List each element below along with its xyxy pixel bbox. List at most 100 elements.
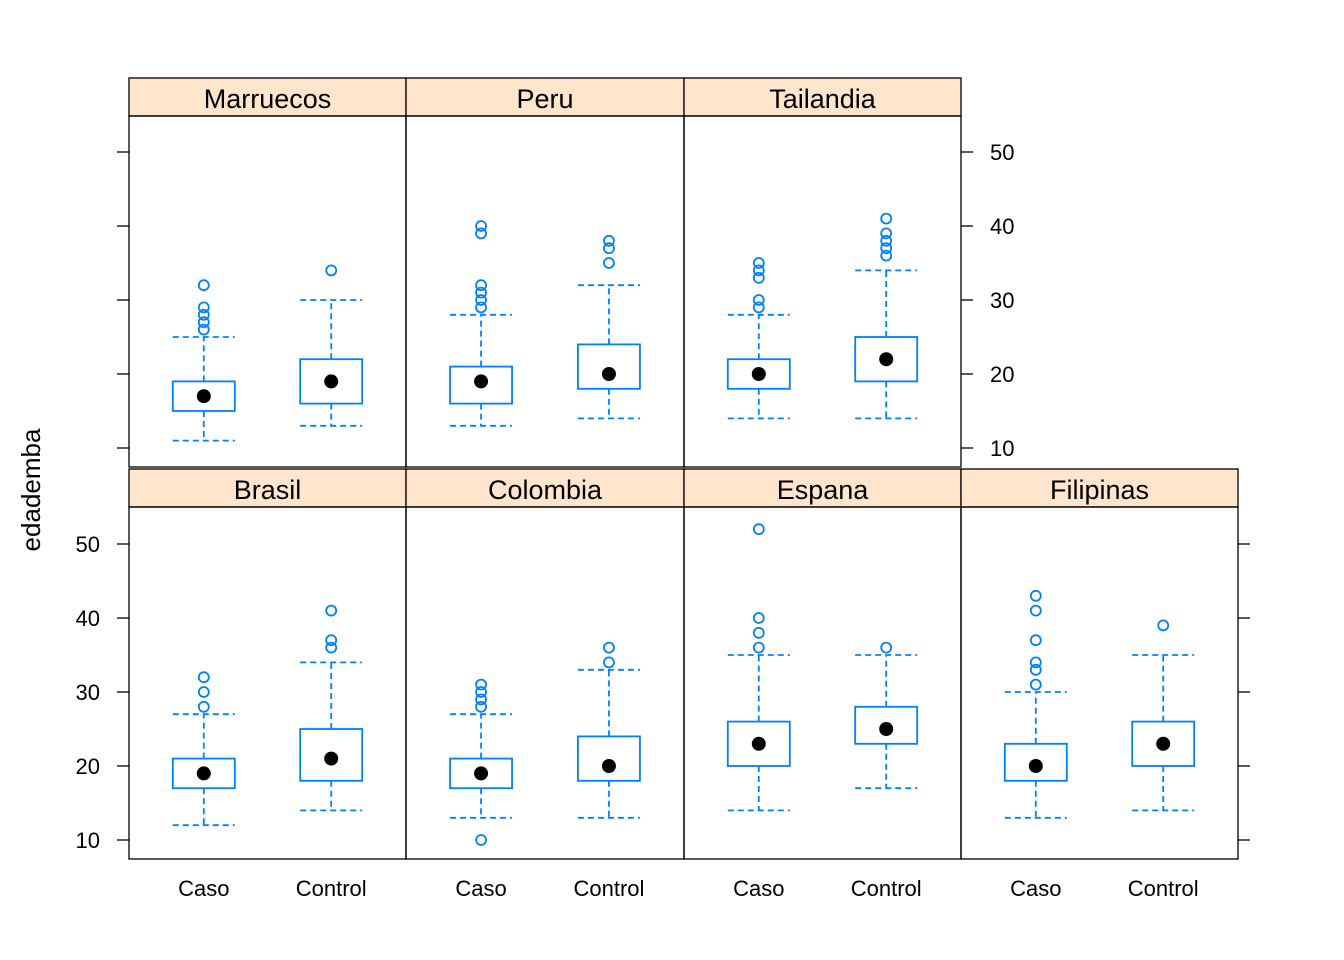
box-iqr <box>299 358 364 405</box>
outlier-point <box>197 700 210 713</box>
median-dot <box>1028 759 1043 773</box>
outlier-point <box>325 634 338 647</box>
panel-strip-label: Colombia <box>488 475 603 505</box>
y-tick-label: 20 <box>76 754 100 779</box>
median-dot <box>879 722 894 736</box>
x-tick-label: Caso <box>733 876 784 901</box>
outlier-point <box>880 234 893 247</box>
outlier-point <box>1029 634 1042 647</box>
outlier-point <box>197 686 210 698</box>
outlier-point <box>475 686 487 698</box>
outlier-point <box>1029 678 1042 691</box>
box-iqr <box>577 735 641 782</box>
outlier-point <box>197 301 210 314</box>
outlier-point <box>1029 589 1042 602</box>
outlier-point <box>752 294 765 306</box>
panel-strip-label: Tailandia <box>769 84 877 114</box>
outlier-point <box>603 257 615 269</box>
outlier-point <box>475 286 487 299</box>
outlier-point <box>880 249 893 262</box>
median-dot <box>751 367 766 381</box>
outlier-point <box>603 234 615 247</box>
panel-strip-label: Peru <box>516 84 573 114</box>
x-tick-label: Control <box>1128 876 1199 901</box>
outlier-point <box>325 264 338 277</box>
outlier-point <box>475 678 487 691</box>
x-tick-label: Caso <box>455 876 506 901</box>
median-dot <box>474 766 489 781</box>
box-iqr <box>449 365 513 405</box>
y-tick-label: 50 <box>76 532 100 557</box>
median-dot <box>196 766 211 781</box>
box-iqr <box>726 720 791 767</box>
box-iqr <box>854 336 919 383</box>
outlier-point <box>197 279 210 292</box>
y-tick-label: 50 <box>990 140 1014 165</box>
outlier-point <box>197 323 210 336</box>
outlier-point <box>1029 663 1042 676</box>
panel-strip <box>128 77 407 117</box>
box-iqr <box>449 757 513 790</box>
x-tick-label: Control <box>851 876 922 901</box>
y-axis-label: edademba <box>16 428 46 551</box>
box-iqr <box>577 343 641 390</box>
outlier-point <box>1157 619 1170 632</box>
box-iqr <box>726 358 791 390</box>
outlier-point <box>603 641 615 654</box>
panel-frame <box>128 115 407 468</box>
y-tick-label: 40 <box>990 214 1014 239</box>
outlier-point <box>603 656 615 669</box>
box-iqr <box>854 705 919 745</box>
outlier-point <box>752 257 765 269</box>
outlier-point <box>880 641 893 654</box>
outlier-point <box>475 693 487 706</box>
outlier-point <box>1029 604 1042 617</box>
panel-frame <box>960 506 1239 860</box>
outlier-point <box>475 301 487 314</box>
median-dot <box>324 374 339 389</box>
y-tick-label: 40 <box>76 606 100 631</box>
panel-frame <box>405 115 685 468</box>
outlier-point <box>197 671 210 684</box>
box-iqr <box>1003 742 1068 782</box>
outlier-point <box>475 279 487 292</box>
panel-strip <box>405 77 685 117</box>
x-tick-label: Control <box>296 876 367 901</box>
outlier-point <box>475 834 487 846</box>
panel-strip-label: Filipinas <box>1050 475 1149 505</box>
panel-strip-label: Brasil <box>234 475 302 505</box>
y-tick-label: 30 <box>990 288 1014 313</box>
median-dot <box>751 736 766 751</box>
outlier-point <box>752 264 765 277</box>
y-tick-label: 20 <box>990 362 1014 387</box>
median-dot <box>601 759 616 773</box>
x-tick-label: Caso <box>1010 876 1061 901</box>
median-dot <box>1156 736 1171 751</box>
outlier-point <box>325 641 338 654</box>
outlier-point <box>197 308 210 321</box>
outlier-point <box>752 301 765 314</box>
median-dot <box>601 367 616 381</box>
panel-strip <box>683 77 962 117</box>
outlier-point <box>197 316 210 329</box>
panel-frame <box>683 506 962 860</box>
x-tick-label: Caso <box>178 876 229 901</box>
outlier-point <box>475 294 487 306</box>
panel-frame <box>405 506 685 860</box>
panel-strip <box>960 468 1239 508</box>
outlier-point <box>603 242 615 255</box>
outlier-point <box>475 227 487 240</box>
x-tick-label: Control <box>573 876 644 901</box>
box-iqr <box>171 380 236 412</box>
outlier-point <box>880 212 893 225</box>
median-dot <box>879 352 894 367</box>
outlier-point <box>880 242 893 255</box>
outlier-point <box>880 227 893 240</box>
median-dot <box>196 389 211 404</box>
outlier-point <box>752 641 765 654</box>
outlier-point <box>752 612 765 624</box>
box-iqr <box>171 757 236 790</box>
box-iqr <box>299 728 364 782</box>
panel-strip-label: Espana <box>777 475 870 505</box>
